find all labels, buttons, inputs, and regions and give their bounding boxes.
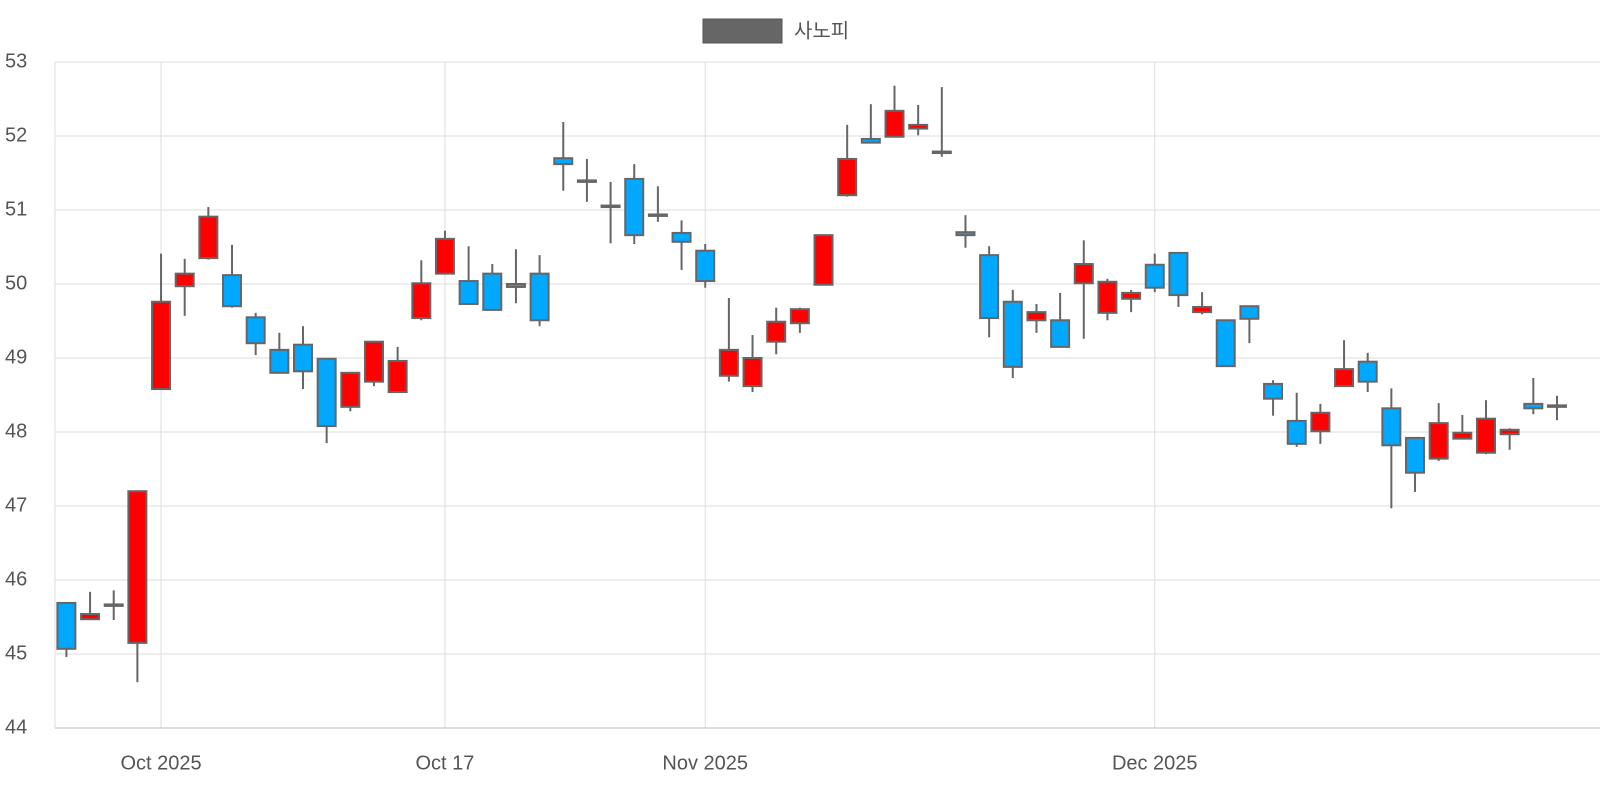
y-tick-label: 52: [5, 124, 27, 146]
candle-body: [1334, 368, 1355, 388]
candle-body: [529, 272, 550, 322]
candle-body: [1192, 305, 1213, 314]
candle-body: [1073, 263, 1094, 285]
y-tick-label: 44: [5, 716, 27, 738]
candle-body: [363, 340, 384, 383]
candle-body: [908, 123, 929, 130]
candle-body: [860, 137, 881, 144]
candle-body: [766, 320, 787, 343]
y-tick-label: 51: [5, 198, 27, 220]
legend-label: 사노피: [794, 19, 849, 42]
candle-body: [1546, 404, 1567, 408]
candle-body: [1499, 428, 1520, 436]
candle-body: [1002, 300, 1023, 368]
y-tick-label: 47: [5, 494, 27, 516]
candle-body: [505, 283, 526, 288]
candle-body: [576, 179, 597, 183]
candle-body: [174, 272, 195, 288]
candle-body: [1026, 311, 1047, 322]
candle-body: [1097, 280, 1118, 314]
candle-body: [600, 204, 621, 209]
candle-body: [553, 157, 574, 166]
y-tick-label: 53: [5, 50, 27, 72]
candle-body: [411, 282, 432, 320]
candle-body: [1239, 305, 1260, 320]
candle-body: [482, 272, 503, 311]
candle-body: [1121, 291, 1142, 300]
y-tick-label: 46: [5, 568, 27, 590]
candle-body: [269, 348, 290, 374]
candle-body: [955, 231, 976, 237]
candle-body: [837, 157, 858, 197]
candle-body: [931, 150, 952, 155]
x-tick-label: Oct 2025: [120, 752, 201, 774]
candle-body: [979, 254, 1000, 320]
candle-body: [293, 343, 313, 373]
candle-body: [340, 371, 361, 408]
candle-body: [647, 213, 668, 217]
legend-swatch: [702, 18, 783, 44]
candle-body: [151, 300, 172, 391]
candle-body: [1144, 263, 1165, 289]
candle-body: [127, 490, 148, 644]
candle-body: [1476, 417, 1496, 454]
y-tick-label: 50: [5, 272, 27, 294]
candle-body: [434, 237, 455, 275]
candle-body: [1310, 411, 1331, 433]
candle-body: [1405, 436, 1426, 474]
candle-body: [222, 274, 243, 308]
candle-body: [1523, 402, 1544, 410]
candle-body: [1452, 431, 1473, 440]
candle-body: [80, 613, 101, 621]
candle-body: [1168, 251, 1189, 297]
candle-body: [718, 348, 739, 377]
x-tick-label: Dec 2025: [1112, 752, 1198, 774]
candle-body: [198, 215, 219, 260]
candle-body: [1263, 382, 1284, 400]
x-tick-label: Oct 17: [415, 752, 474, 774]
candle-body: [103, 603, 124, 607]
candle-body: [1286, 419, 1307, 445]
candle-body: [245, 316, 266, 345]
candle-body: [789, 308, 810, 325]
candle-body: [458, 280, 479, 305]
y-tick-label: 49: [5, 346, 27, 368]
candle-body: [1428, 422, 1449, 460]
candle-body: [387, 359, 408, 394]
candle-body: [1050, 319, 1071, 348]
candle-body: [1215, 319, 1236, 368]
candle-body: [813, 234, 834, 286]
candle-body: [1381, 407, 1402, 447]
y-tick-label: 45: [5, 642, 27, 664]
candle-body: [884, 109, 905, 138]
candle-body: [1357, 360, 1378, 383]
candle-body: [56, 601, 77, 650]
y-tick-label: 48: [5, 420, 27, 442]
candle-body: [695, 249, 716, 283]
candle-body: [624, 177, 645, 237]
candle-body: [671, 231, 692, 243]
x-tick-label: Nov 2025: [662, 752, 748, 774]
candle-body: [742, 357, 763, 388]
candle-body: [316, 357, 337, 428]
